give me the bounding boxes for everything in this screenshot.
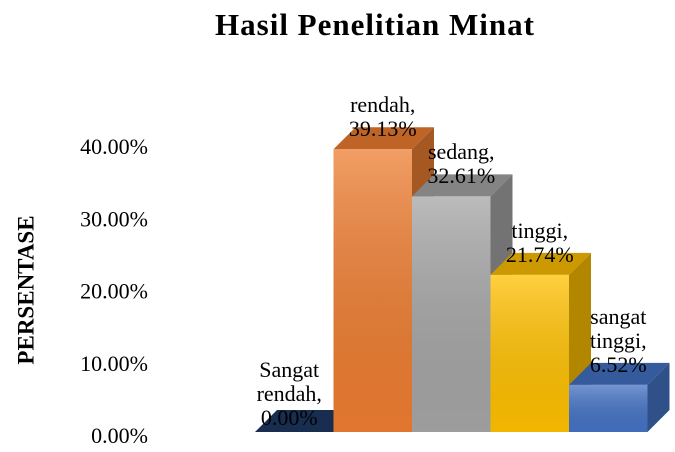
- bar-top: [255, 410, 356, 432]
- y-axis-title: PERSENTASE: [13, 215, 38, 364]
- y-tick-label: 10.00%: [80, 351, 148, 376]
- bar-top: [333, 127, 434, 150]
- y-tick-label: 30.00%: [80, 206, 148, 231]
- data-label: tinggi, 21.74%: [505, 217, 574, 267]
- bar: [255, 410, 356, 432]
- data-label: sedang, 32.61%: [427, 139, 496, 189]
- bar: [569, 362, 670, 432]
- bar-top: [569, 362, 670, 385]
- bar-front-shade: [412, 196, 491, 432]
- data-label: sangat tinggi, 6.52%: [589, 303, 647, 377]
- chart-title: Hasil Penelitian Minat: [215, 7, 535, 42]
- data-label: rendah, 39.13%: [348, 92, 417, 142]
- y-tick-label: 20.00%: [80, 279, 148, 304]
- bar-top: [490, 252, 591, 275]
- y-tick-label: 40.00%: [80, 134, 148, 159]
- data-label: Sangat rendah, 0.00%: [256, 357, 322, 430]
- bar-side: [647, 362, 670, 432]
- bar-front-shade: [490, 274, 569, 432]
- y-tick-label: 0.00%: [91, 423, 148, 448]
- bar-top: [412, 174, 513, 197]
- bar-front-shade: [569, 384, 648, 432]
- bar-front-shade: [333, 149, 412, 432]
- bar: [490, 252, 591, 432]
